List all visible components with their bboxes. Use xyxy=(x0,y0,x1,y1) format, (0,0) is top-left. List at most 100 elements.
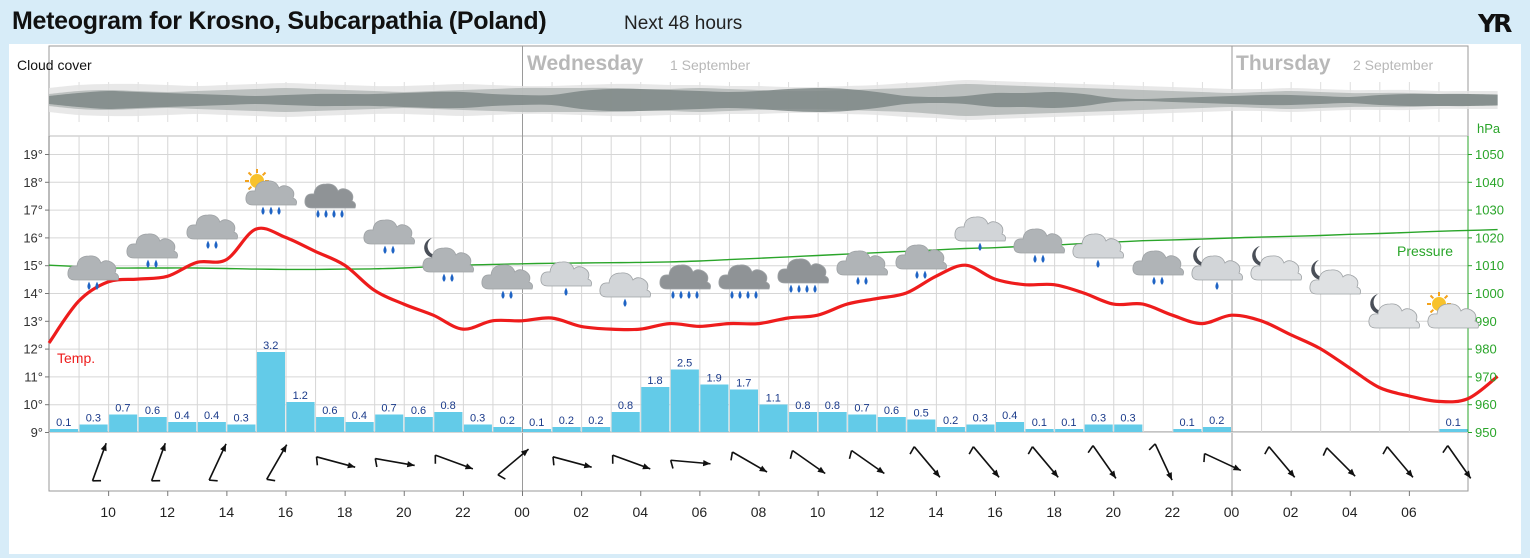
x-tick-label: 00 xyxy=(1224,504,1240,520)
precip-value-label: 3.2 xyxy=(263,340,278,352)
wind-arrow-head xyxy=(159,443,166,452)
x-tick-label: 04 xyxy=(632,504,648,520)
raindrop-icon xyxy=(213,240,218,249)
precip-bar xyxy=(463,424,492,432)
raindrop-icon xyxy=(1159,276,1164,285)
wind-arrow-head xyxy=(1463,470,1471,479)
precip-value-label: 0.2 xyxy=(588,415,603,427)
weather-symbol-light-rain xyxy=(597,259,653,309)
precip-value-label: 0.3 xyxy=(1120,413,1135,425)
cloud-icon xyxy=(481,264,534,290)
precip-value-label: 0.7 xyxy=(115,403,130,415)
wind-arrow-head xyxy=(520,449,529,457)
precip-value-label: 0.6 xyxy=(322,405,337,417)
weather-symbol-icon xyxy=(1368,293,1421,328)
raindrop-icon xyxy=(205,240,210,249)
weather-symbol-icon xyxy=(540,261,593,296)
wind-arrow xyxy=(497,448,530,480)
precip-bar xyxy=(966,424,995,432)
precip-value-label: 0.7 xyxy=(854,403,869,415)
precip-bar xyxy=(50,429,79,432)
wind-arrow-head xyxy=(583,462,592,469)
weather-symbol-icon xyxy=(244,169,297,216)
cloud-icon xyxy=(1132,250,1184,276)
wind-arrow-head xyxy=(1166,472,1173,481)
weather-symbol-sun-cloud xyxy=(1425,290,1481,340)
wind-speed-barb xyxy=(848,450,853,460)
precip-bar xyxy=(789,412,818,432)
cloud-icon xyxy=(245,180,297,206)
wind-speed-barb xyxy=(374,458,378,468)
x-tick-label: 20 xyxy=(1105,504,1121,520)
precip-bar xyxy=(1055,429,1084,432)
wind-arrow xyxy=(611,454,651,470)
yr-logo[interactable]: YR xyxy=(1478,9,1512,38)
weather-symbol-heavy-rain xyxy=(302,170,358,220)
precip-bar xyxy=(256,352,285,432)
precip-bar xyxy=(316,417,345,432)
x-tick-label: 22 xyxy=(1165,504,1181,520)
precip-value-label: 2.5 xyxy=(677,358,692,370)
precip-bar xyxy=(109,414,138,432)
temp-tick-label: 12° xyxy=(23,342,43,357)
precip-bar xyxy=(729,389,758,432)
precip-bar xyxy=(759,404,788,432)
weather-symbol-moon-light-rain xyxy=(1189,242,1245,292)
cloud-icon xyxy=(954,216,1007,242)
x-tick-label: 18 xyxy=(337,504,353,520)
x-tick-label: 12 xyxy=(869,504,885,520)
wind-speed-barb xyxy=(909,446,915,455)
pressure-tick-label: 1030 xyxy=(1475,203,1504,218)
precip-value-label: 0.1 xyxy=(56,417,71,429)
wind-arrow xyxy=(1203,452,1242,472)
raindrop-icon xyxy=(509,290,513,299)
raindrop-icon xyxy=(146,259,151,268)
cloud-icon xyxy=(186,214,238,240)
pressure-tick-label: 1000 xyxy=(1475,286,1504,301)
raindrop-icon xyxy=(797,284,801,293)
weather-symbol-icon xyxy=(718,264,770,299)
precip-value-label: 0.2 xyxy=(943,415,958,427)
x-tick-label: 18 xyxy=(1046,504,1062,520)
wind-speed-barb xyxy=(1442,445,1449,454)
weather-symbol-rain xyxy=(479,251,535,301)
precip-value-label: 0.2 xyxy=(1209,415,1224,427)
wind-arrow xyxy=(968,446,1000,478)
precip-bar xyxy=(670,369,699,432)
raindrop-icon xyxy=(923,270,927,280)
wind-speed-barb xyxy=(497,474,506,480)
wind-arrow-head xyxy=(1109,470,1116,479)
pressure-tick-label: 1040 xyxy=(1475,175,1504,190)
raindrop-icon xyxy=(730,290,734,299)
weather-symbol-light-rain xyxy=(1070,220,1126,270)
sun-ray xyxy=(1430,294,1435,299)
wind-speed-barb xyxy=(315,456,319,466)
precip-value-label: 0.8 xyxy=(440,400,455,412)
wind-arrow-head xyxy=(1051,469,1059,478)
wind-arrow xyxy=(1382,446,1414,478)
x-tick-label: 02 xyxy=(1283,504,1299,520)
raindrop-icon xyxy=(324,209,328,218)
wind-arrow-head xyxy=(100,443,107,452)
precip-value-label: 1.7 xyxy=(736,378,751,390)
pressure-tick-label: 980 xyxy=(1475,342,1497,357)
wind-arrow-head xyxy=(702,459,711,467)
precip-bar xyxy=(1202,427,1231,432)
raindrop-icon xyxy=(670,290,675,299)
series-lines xyxy=(47,226,1499,404)
wind-speed-barb xyxy=(1148,443,1156,451)
precip-value-label: 1.9 xyxy=(707,373,722,385)
raindrop-icon xyxy=(442,273,446,282)
precip-value-label: 0.3 xyxy=(1091,413,1106,425)
precip-value-label: 0.8 xyxy=(825,400,840,412)
raindrop-icon xyxy=(813,284,817,293)
cloud-icon xyxy=(1368,303,1421,328)
wind-speed-barb xyxy=(209,479,218,482)
wind-speed-barb xyxy=(730,451,734,461)
day-date-thursday: 2 September xyxy=(1353,57,1433,73)
temp-tick-label: 18° xyxy=(23,175,43,190)
raindrop-icon xyxy=(261,206,265,216)
weather-symbol-moon-cloud xyxy=(1307,256,1363,306)
precip-value-label: 0.6 xyxy=(411,405,426,417)
cloud-icon xyxy=(1309,269,1361,295)
